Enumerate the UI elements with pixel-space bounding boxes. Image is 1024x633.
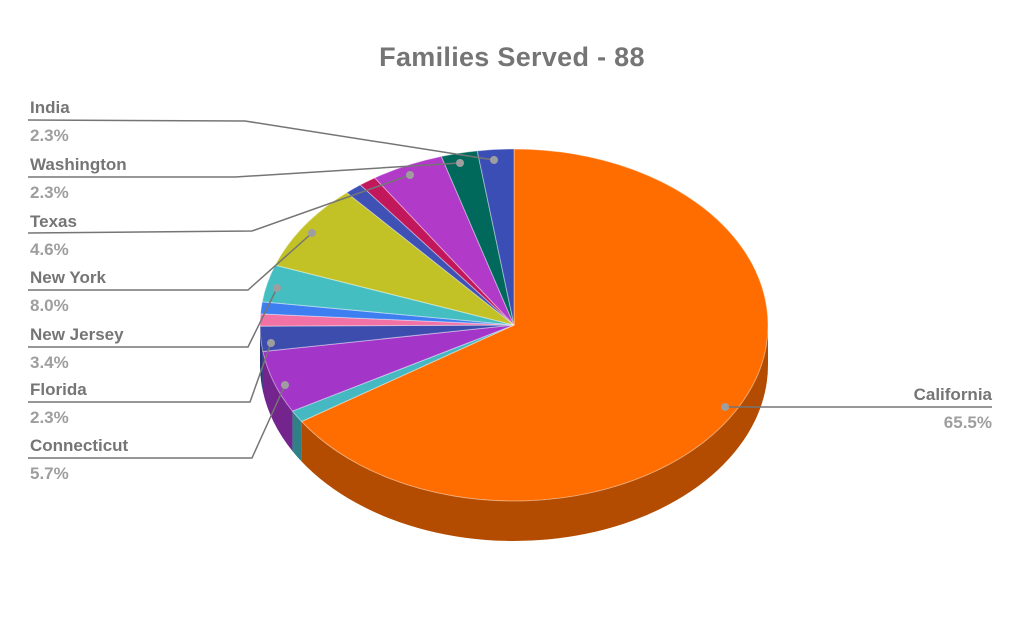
leader-line-new-jersey xyxy=(28,287,278,348)
leader-line-india xyxy=(27,119,495,161)
pie-slice-new-york[interactable] xyxy=(274,191,515,326)
leader-dot-florida xyxy=(267,339,275,347)
pie-slice-unlabeled-4[interactable] xyxy=(259,313,515,327)
leader-dot-india xyxy=(490,156,498,164)
leader-dot-connecticut xyxy=(281,381,289,389)
leader-line-florida xyxy=(28,342,272,403)
pie-slice-unlabeled-8[interactable] xyxy=(345,184,515,326)
leader-lines xyxy=(27,119,992,459)
pie-slice-side-california xyxy=(301,325,768,541)
leader-dot-texas xyxy=(406,171,414,179)
pie-top-slices xyxy=(259,148,769,502)
pie-slice-india[interactable] xyxy=(476,148,515,326)
pie-slice-side-florida xyxy=(260,326,263,392)
pie-slice-florida[interactable] xyxy=(259,324,515,353)
pie-slice-connecticut[interactable] xyxy=(262,324,515,412)
leader-line-connecticut xyxy=(28,384,286,459)
leader-dot-new-jersey xyxy=(273,284,281,292)
leader-line-washington xyxy=(28,162,461,178)
pie-slice-unlabeled-5[interactable] xyxy=(259,301,515,326)
leader-dot-california xyxy=(721,403,729,411)
leader-dot-new-york xyxy=(308,229,316,237)
leader-line-new-york xyxy=(28,232,313,291)
pie-slice-california[interactable] xyxy=(300,148,769,502)
pie-slice-side-unlabeled-1 xyxy=(292,411,302,462)
pie-slice-texas[interactable] xyxy=(373,155,515,326)
pie-slice-unlabeled-1[interactable] xyxy=(291,324,515,423)
leader-line-texas xyxy=(27,174,411,234)
leader-dot-washington xyxy=(456,159,464,167)
pie-slice-washington[interactable] xyxy=(440,150,515,326)
pie-slice-unlabeled-9[interactable] xyxy=(359,177,515,326)
chart-title: Families Served - 88 xyxy=(379,42,645,72)
